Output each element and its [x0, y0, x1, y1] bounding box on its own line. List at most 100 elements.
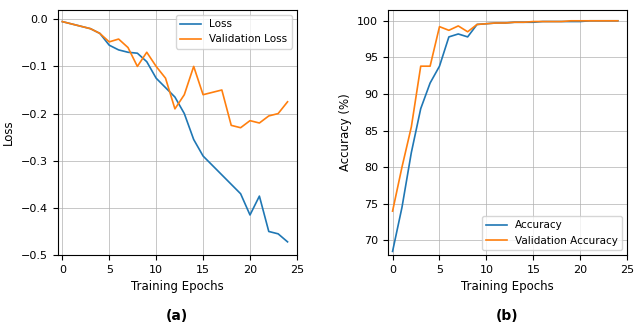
Accuracy [577, 20, 584, 24]
Accuracy [529, 20, 537, 24]
Accuracy [464, 35, 472, 39]
Validation Loss [86, 27, 94, 31]
Accuracy [557, 20, 565, 24]
Validation Accuracy [388, 209, 396, 213]
Validation Loss [275, 112, 282, 115]
Validation Loss [77, 24, 85, 28]
Line: Accuracy: Accuracy [392, 21, 618, 251]
X-axis label: Training Epochs: Training Epochs [131, 280, 223, 293]
Loss [190, 138, 198, 142]
Validation Accuracy [548, 20, 556, 24]
Validation Loss [115, 37, 122, 41]
Loss [106, 43, 113, 47]
Accuracy [520, 20, 528, 24]
Validation Loss [58, 20, 66, 24]
Validation Loss [218, 88, 226, 92]
Validation Accuracy [586, 19, 593, 23]
Legend: Accuracy, Validation Accuracy: Accuracy, Validation Accuracy [482, 216, 622, 250]
Accuracy [417, 107, 424, 111]
Y-axis label: Accuracy (%): Accuracy (%) [339, 94, 351, 171]
Accuracy [473, 23, 481, 26]
Text: (a): (a) [166, 309, 188, 323]
Validation Loss [237, 126, 244, 130]
Accuracy [501, 21, 509, 25]
Validation Accuracy [539, 20, 547, 24]
Loss [246, 213, 254, 217]
Y-axis label: Loss: Loss [2, 120, 15, 145]
Validation Accuracy [436, 25, 444, 28]
Loss [115, 48, 122, 52]
Validation Loss [134, 64, 141, 68]
Validation Loss [162, 76, 170, 80]
Loss [171, 95, 179, 99]
Loss [180, 112, 188, 115]
Validation Accuracy [595, 19, 603, 23]
Loss [209, 164, 216, 167]
Validation Loss [106, 40, 113, 44]
Validation Accuracy [408, 125, 415, 129]
Validation Accuracy [483, 22, 490, 26]
Loss [58, 20, 66, 24]
Loss [124, 50, 132, 54]
Accuracy [398, 205, 406, 209]
Accuracy [539, 20, 547, 24]
Validation Accuracy [577, 19, 584, 23]
Line: Validation Loss: Validation Loss [62, 22, 287, 128]
Loss [218, 173, 226, 177]
Validation Loss [124, 45, 132, 49]
Accuracy [445, 35, 452, 39]
Loss [199, 154, 207, 158]
Validation Loss [96, 31, 104, 35]
Validation Loss [180, 93, 188, 97]
Loss [255, 194, 263, 198]
Accuracy [614, 19, 621, 23]
Validation Loss [190, 64, 198, 68]
Loss [284, 240, 291, 244]
Loss [227, 182, 235, 186]
Validation Loss [246, 119, 254, 123]
X-axis label: Training Epochs: Training Epochs [461, 280, 554, 293]
Validation Accuracy [501, 21, 509, 25]
Validation Loss [152, 64, 160, 68]
Validation Accuracy [567, 19, 575, 23]
Loss [68, 22, 76, 26]
Loss [86, 27, 94, 31]
Legend: Loss, Validation Loss: Loss, Validation Loss [176, 15, 292, 49]
Loss [152, 76, 160, 80]
Validation Accuracy [454, 24, 462, 28]
Validation Accuracy [605, 19, 612, 23]
Validation Accuracy [426, 64, 434, 68]
Loss [143, 60, 150, 64]
Loss [265, 230, 273, 233]
Validation Loss [171, 107, 179, 111]
Validation Loss [255, 121, 263, 125]
Validation Loss [227, 123, 235, 127]
Validation Accuracy [614, 19, 621, 23]
Accuracy [605, 19, 612, 23]
Accuracy [492, 21, 500, 25]
Text: (b): (b) [496, 309, 519, 323]
Validation Accuracy [473, 23, 481, 26]
Validation Accuracy [557, 20, 565, 24]
Loss [162, 86, 170, 90]
Validation Loss [68, 22, 76, 26]
Validation Accuracy [445, 28, 452, 32]
Accuracy [426, 81, 434, 85]
Accuracy [408, 151, 415, 155]
Validation Loss [284, 100, 291, 104]
Line: Loss: Loss [62, 22, 287, 242]
Validation Accuracy [529, 20, 537, 24]
Validation Accuracy [511, 20, 518, 24]
Accuracy [483, 22, 490, 26]
Loss [134, 51, 141, 55]
Validation Accuracy [492, 21, 500, 25]
Accuracy [567, 20, 575, 24]
Loss [237, 192, 244, 196]
Validation Loss [265, 114, 273, 118]
Accuracy [595, 19, 603, 23]
Accuracy [436, 64, 444, 68]
Loss [96, 31, 104, 35]
Accuracy [511, 20, 518, 24]
Validation Loss [143, 50, 150, 54]
Validation Loss [199, 93, 207, 97]
